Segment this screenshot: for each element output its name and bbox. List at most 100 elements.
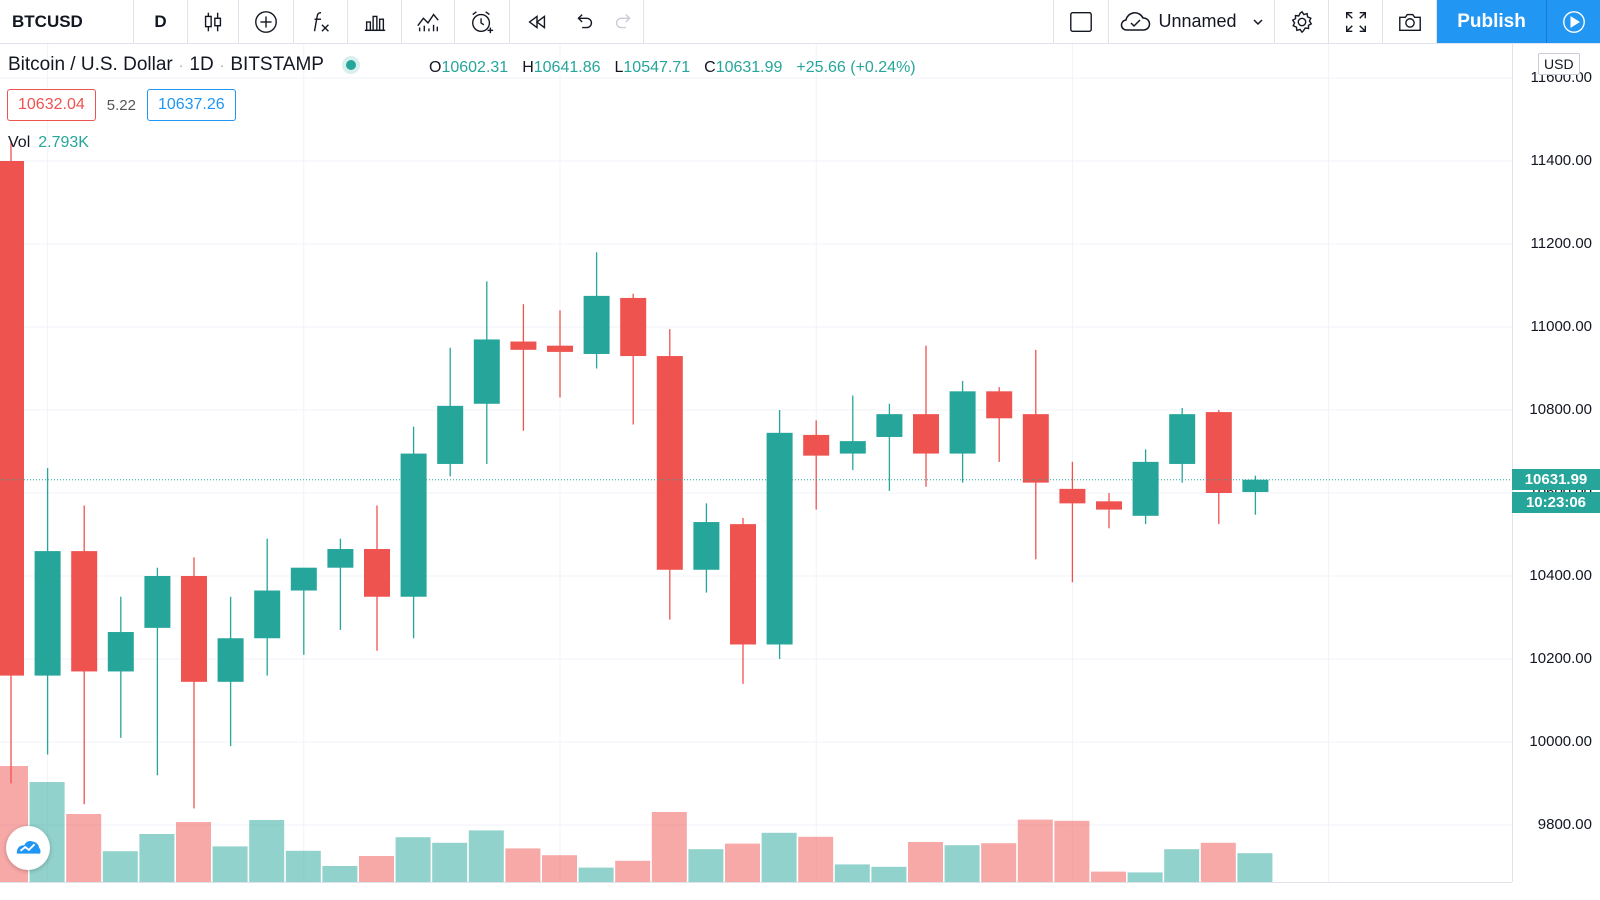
volume-bar [798,836,834,882]
camera-icon [1398,13,1421,31]
candle-body [1096,501,1122,510]
compare-symbol-button[interactable] [239,0,294,43]
candle-body [217,638,244,682]
volume-bar [66,814,102,882]
replay-icon [528,14,546,29]
redo-button[interactable] [604,0,644,43]
high-value: 10641.86 [533,59,601,76]
interval-button[interactable]: D [134,0,188,43]
open-value: 10602.31 [441,59,509,76]
volume-bar [1127,872,1163,882]
alert-button[interactable] [455,0,510,43]
price-tick-label: 10200.00 [1529,650,1592,667]
undo-icon [577,13,593,28]
candles-icon [204,12,222,31]
candle-body [949,391,976,454]
publish-button[interactable]: Publish [1437,0,1547,43]
volume-bar [1200,842,1236,882]
legend-exchange: BITSTAMP [230,54,324,75]
candle-body [1132,461,1159,516]
undo-button[interactable] [564,0,604,43]
price-tick-label: 10000.00 [1529,733,1592,750]
sell-button[interactable]: 10632.04 [7,89,96,121]
volume-bar [944,845,980,882]
candle-body [107,632,134,672]
volume-bar [725,843,760,882]
volume-bar [1091,871,1126,882]
candlestick-chart[interactable] [0,44,1512,882]
plus-circle-icon [255,10,277,33]
publish-video-button[interactable] [1547,0,1600,43]
candle-body [364,549,390,597]
volume-bar [651,812,687,882]
volume-value: 2.793K [38,134,89,151]
templates-button[interactable] [402,0,455,43]
volume-bar [505,848,541,882]
buy-sell-panel: 10632.04 5.22 10637.26 [7,89,236,121]
layout-name-label: Unnamed [1158,11,1237,31]
settings-button[interactable] [1275,0,1329,43]
volume-legend[interactable]: Vol 2.793K [8,134,89,152]
volume-bar [1017,819,1053,882]
snapshot-button[interactable] [1383,0,1437,43]
buy-button[interactable]: 10637.26 [146,89,236,121]
symbol-search-button[interactable]: BTCUSD [0,0,134,43]
volume-bar [102,851,138,882]
fx-icon [313,11,329,32]
legend-separator: · [178,57,184,73]
candle-body [693,522,720,570]
volume-bar [432,842,468,882]
market-status-indicator[interactable] [345,60,356,70]
candle-body [437,405,464,464]
price-tick-label: 10400.00 [1529,567,1592,584]
price-tick-label: 9800.00 [1537,816,1592,833]
interval-label: D [154,11,167,31]
candle-body [547,345,573,352]
spread-value: 5.22 [106,96,136,114]
symbol-description[interactable]: Bitcoin / U.S. Dollar [8,54,173,75]
layout-select-button[interactable] [1053,0,1109,43]
change-value: +25.66 (+0.24%) [796,59,916,76]
candle-body [181,576,207,682]
candle-body [730,524,756,645]
volume-bar [1237,853,1273,882]
volume-bar [139,834,175,882]
redo-icon [615,13,631,28]
candle-body [254,590,281,639]
volume-bar [1054,820,1090,882]
open-label: O [429,59,442,76]
candle-body [766,432,793,645]
fullscreen-icon [1345,11,1366,32]
candle-body [400,453,427,597]
currency-label[interactable]: USD [1538,53,1580,75]
replay-button[interactable] [510,0,564,43]
bar-chart-icon [364,15,385,31]
time-axis[interactable] [0,882,1512,900]
tradingview-logo-button[interactable] [6,826,50,870]
volume-bar [322,866,358,882]
candle-body [876,414,903,437]
chart-pane[interactable] [0,44,1512,882]
candle-body [0,161,24,676]
save-layout-button[interactable]: Unnamed [1109,0,1275,43]
volume-bar [688,849,724,882]
candle-body [1242,479,1269,493]
price-tick-label: 11000.00 [1530,318,1592,335]
candle-body [1205,412,1232,493]
financials-button[interactable] [348,0,402,43]
candle-body [583,295,610,354]
volume-bar [981,843,1017,882]
fullscreen-button[interactable] [1329,0,1383,43]
indicators-button[interactable] [294,0,348,43]
low-label: L [614,59,624,76]
candle-body [327,549,354,568]
volume-bar [212,846,248,882]
chart-style-button[interactable] [188,0,239,43]
bar-countdown-label: 10:23:06 [1512,491,1600,513]
price-axis[interactable]: 11600.00 11400.00 11200.00 11000.00 10800.00… [1512,44,1600,882]
legend-separator: · [219,57,225,73]
candle-body [1169,414,1196,464]
candle-body [144,576,171,628]
price-tick-label: 11200.00 [1530,235,1592,252]
publish-label: Publish [1457,10,1526,32]
